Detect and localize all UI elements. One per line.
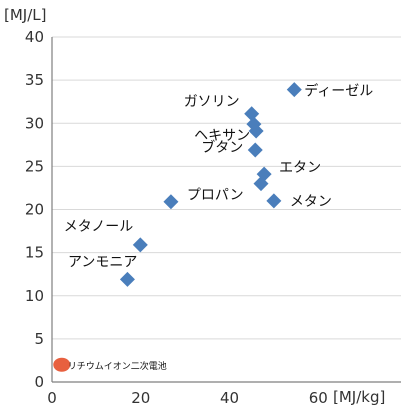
x-tick-label: 0: [47, 389, 57, 407]
y-tick-label: 40: [25, 28, 44, 46]
data-point-label: ブタン: [201, 139, 243, 156]
data-point-label: メタン: [290, 194, 332, 210]
data-point-marker: [247, 142, 263, 158]
data-point-marker: [244, 106, 260, 122]
data-point-label: エタン: [279, 160, 321, 176]
tick-labels: 0 5 10 15 20 25 30 35 40 0 20 40 60: [25, 28, 328, 407]
axes: [51, 37, 401, 383]
data-point-label: メタノール: [64, 219, 134, 235]
y-tick-label: 15: [25, 244, 44, 262]
y-tick-label: 30: [25, 114, 44, 132]
y-tick-label: 25: [25, 157, 44, 175]
data-point-label: アンモニア: [68, 254, 137, 270]
y-tick-label: 0: [34, 373, 44, 391]
y-tick-label: 5: [34, 330, 44, 348]
x-axis-label: [MJ/kg]: [333, 388, 385, 406]
data-point-marker: [266, 193, 282, 209]
grid-lines: [52, 36, 401, 340]
data-point-marker: [253, 176, 269, 192]
data-point-marker: [132, 237, 148, 253]
data-points: [53, 82, 302, 372]
y-tick-label: 20: [25, 201, 44, 219]
y-tick-label: 35: [25, 71, 44, 89]
data-point-marker: [119, 271, 135, 287]
x-tick-label: 40: [220, 389, 239, 407]
x-tick-label: 20: [131, 389, 150, 407]
data-point-marker: [286, 82, 302, 98]
y-axis-label: [MJ/L]: [4, 6, 46, 24]
data-point-label: プロパン: [187, 188, 244, 204]
x-tick-label: 60: [309, 389, 328, 407]
data-point-label: ディーゼル: [304, 83, 373, 100]
y-tick-label: 10: [25, 287, 44, 305]
data-point-label: ガソリン: [184, 94, 240, 110]
data-point-marker: [53, 357, 71, 372]
data-point-marker: [248, 123, 264, 139]
data-point-label: リチウムイオン二次電池: [68, 360, 167, 372]
data-point-marker: [163, 194, 179, 210]
data-point-label: ヘキサン: [194, 128, 250, 144]
